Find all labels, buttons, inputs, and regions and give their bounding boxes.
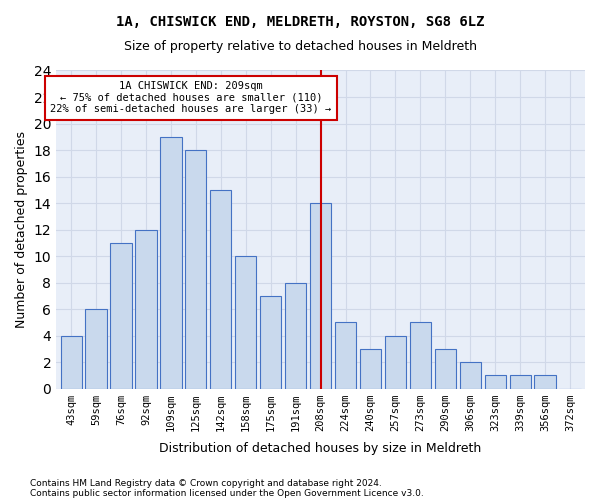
Bar — [435, 349, 456, 389]
Bar — [460, 362, 481, 388]
Bar — [385, 336, 406, 388]
Bar — [110, 243, 131, 388]
Bar — [285, 282, 306, 389]
Bar — [235, 256, 256, 388]
Bar — [61, 336, 82, 388]
Text: 1A CHISWICK END: 209sqm
← 75% of detached houses are smaller (110)
22% of semi-d: 1A CHISWICK END: 209sqm ← 75% of detache… — [50, 81, 331, 114]
Text: Contains HM Land Registry data © Crown copyright and database right 2024.: Contains HM Land Registry data © Crown c… — [30, 478, 382, 488]
Bar — [410, 322, 431, 388]
Bar — [136, 230, 157, 388]
Text: 1A, CHISWICK END, MELDRETH, ROYSTON, SG8 6LZ: 1A, CHISWICK END, MELDRETH, ROYSTON, SG8… — [116, 15, 484, 29]
Bar — [260, 296, 281, 388]
Text: Contains public sector information licensed under the Open Government Licence v3: Contains public sector information licen… — [30, 488, 424, 498]
X-axis label: Distribution of detached houses by size in Meldreth: Distribution of detached houses by size … — [160, 442, 482, 455]
Text: Size of property relative to detached houses in Meldreth: Size of property relative to detached ho… — [124, 40, 476, 53]
Bar — [360, 349, 381, 389]
Bar — [509, 376, 531, 388]
Bar — [535, 376, 556, 388]
Bar — [210, 190, 232, 388]
Bar — [310, 203, 331, 388]
Y-axis label: Number of detached properties: Number of detached properties — [15, 131, 28, 328]
Bar — [85, 309, 107, 388]
Bar — [335, 322, 356, 388]
Bar — [160, 137, 182, 388]
Bar — [185, 150, 206, 388]
Bar — [485, 376, 506, 388]
